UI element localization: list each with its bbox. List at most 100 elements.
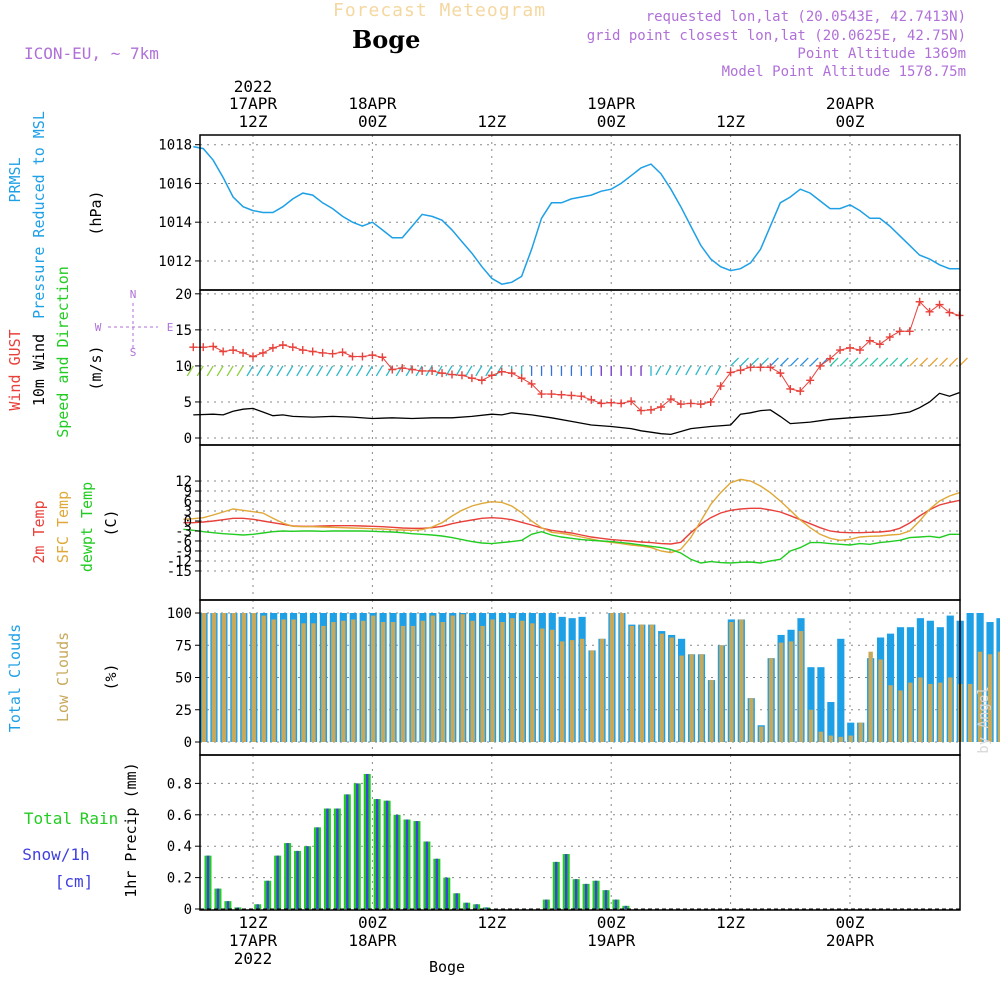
wind-gust-marker	[806, 376, 815, 385]
bottom-axis-hour: 12Z	[239, 913, 268, 932]
low-cloud-bar	[510, 618, 515, 742]
top-axis-hour: 00Z	[836, 112, 865, 131]
wind-direction-arrow	[779, 357, 789, 367]
compass-n: N	[130, 288, 137, 301]
wind-gust-marker	[229, 346, 238, 355]
low-cloud-bar	[749, 698, 754, 742]
temp-ytick-label: -12	[167, 554, 192, 570]
bottom-axis-year: 2022	[234, 949, 273, 968]
rain-bar-core	[276, 855, 279, 909]
low-cloud-bar	[589, 650, 595, 742]
wind-gust-marker	[696, 400, 705, 409]
wind-direction-arrow	[306, 365, 314, 377]
compass-w: W	[95, 321, 102, 334]
low-cloud-bar	[470, 620, 475, 742]
precip-label-snow: Snow/1h	[22, 845, 89, 864]
temp-dewpt-line	[183, 528, 960, 564]
low-cloud-bar	[778, 642, 784, 742]
wind-gust-marker	[875, 340, 884, 349]
low-cloud-bar	[808, 709, 814, 742]
wind-direction-arrow	[958, 357, 968, 367]
wind-direction-arrow	[889, 357, 899, 367]
wind-direction-arrow	[495, 365, 503, 377]
cloud-ytick-label: 75	[175, 638, 192, 654]
pressure-panel	[199, 134, 961, 291]
wind-direction-arrow	[949, 357, 958, 367]
wind-direction-arrow	[405, 365, 413, 377]
low-cloud-bar	[500, 622, 505, 742]
low-cloud-bar	[341, 620, 346, 742]
wind-direction-arrow	[455, 365, 463, 377]
wind-direction-arrow	[759, 357, 769, 367]
wind-direction-arrow	[750, 357, 759, 367]
rain-bar-core	[574, 879, 578, 909]
low-cloud-bar	[928, 683, 933, 742]
wind-direction-arrow	[475, 365, 483, 377]
rain-bar-core	[375, 799, 379, 909]
wind-gust-marker	[348, 352, 357, 361]
wind-gust-marker	[935, 300, 944, 309]
wind-gust-marker	[338, 348, 347, 357]
low-cloud-bar	[351, 619, 356, 742]
precip-ytick-label: 0.8	[167, 776, 192, 792]
wind-direction-arrow	[705, 365, 712, 376]
wind-gust-marker	[776, 369, 785, 378]
location-title: Boge	[352, 25, 421, 54]
wind-direction-arrow	[665, 365, 672, 376]
wind-direction-arrow	[899, 357, 909, 367]
total-cloud-bar	[847, 722, 855, 742]
wind-gust-marker	[567, 391, 576, 400]
precip-label-total: Total	[24, 809, 72, 828]
temp-label-2m: 2m Temp	[30, 500, 48, 563]
total-cloud-bar	[966, 613, 974, 742]
low-cloud-bar	[967, 683, 973, 742]
bottom-axis-hour: 12Z	[477, 913, 506, 932]
wind-gust-marker	[905, 327, 914, 336]
rain-bar-core	[385, 800, 389, 909]
rain-bar-core	[316, 827, 319, 909]
wind-gust-marker	[547, 390, 556, 399]
top-axis-hour: 12Z	[716, 112, 745, 131]
precip-ylabel: 1hr Precip (mm)	[122, 762, 140, 897]
rain-bar-core	[206, 855, 210, 909]
rain-bar-core	[415, 821, 419, 909]
wind-direction-arrow	[909, 357, 919, 367]
rain-bar-core	[346, 794, 349, 909]
temp-label-dewpt: dewpt Temp	[78, 482, 96, 572]
wind-gust-marker	[239, 348, 248, 357]
compass-s: S	[130, 346, 137, 359]
wind-gust-marker	[249, 352, 257, 361]
low-cloud-bar	[818, 731, 824, 742]
wind-direction-arrow	[375, 365, 383, 377]
temp-ytick-label: -15	[167, 564, 192, 580]
low-cloud-bar	[251, 613, 256, 742]
rain-bar-core	[226, 901, 230, 909]
wind-gust-marker	[686, 399, 695, 408]
low-cloud-bar	[878, 659, 883, 742]
low-cloud-bar	[430, 615, 436, 742]
low-cloud-bar	[231, 613, 237, 742]
low-cloud-bar	[520, 620, 525, 742]
pressure-unit: (hPa)	[87, 190, 105, 235]
wind-unit: (m/s)	[87, 345, 105, 390]
wind-direction-arrow	[789, 357, 799, 367]
wind-gust-marker	[428, 366, 437, 375]
low-cloud-bar	[301, 623, 306, 742]
low-cloud-bar	[888, 685, 893, 742]
rain-bar-core	[266, 880, 269, 909]
low-cloud-bar	[550, 629, 555, 742]
low-cloud-bar	[619, 613, 625, 742]
temp-ytick-label: 9	[184, 484, 192, 500]
low-cloud-bar	[410, 625, 416, 742]
top-axis-hour: 00Z	[358, 112, 387, 131]
wind-gust-marker	[865, 336, 874, 345]
rain-bar-core	[594, 880, 598, 909]
low-cloud-bar	[201, 613, 207, 742]
wind-gust-marker	[925, 307, 934, 316]
low-cloud-bar	[400, 625, 406, 742]
precip-ytick-label: 0.2	[167, 871, 192, 887]
wind-direction-arrow	[465, 365, 473, 377]
low-cloud-bar	[390, 622, 396, 742]
rain-bar-core	[455, 893, 458, 909]
wind-direction-arrow	[206, 365, 214, 377]
